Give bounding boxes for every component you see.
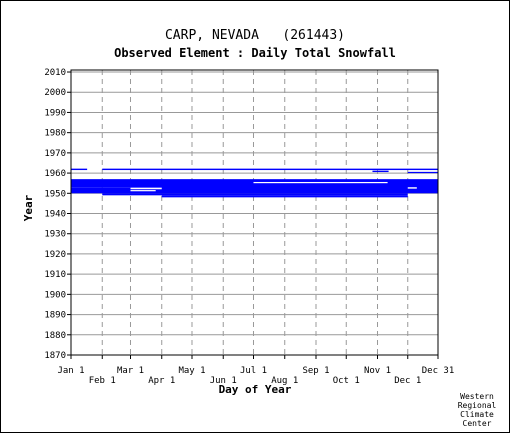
- x-axis-ticks: Jan 1 Mar 1 May 1 Jul 1 Sep 1 Nov 1 Dec 31 Feb …: [57, 355, 454, 386]
- x-tick-label: Dec 1: [394, 376, 421, 386]
- credit-line: Western: [460, 392, 494, 401]
- y-tick-label: 2010: [44, 68, 66, 78]
- x-tick-label: May 1: [178, 366, 205, 376]
- x-tick-label: Jul 1: [240, 366, 267, 376]
- x-tick-label: Jun 1: [210, 376, 237, 386]
- y-tick-label: 1930: [44, 230, 66, 240]
- y-tick-label: 1920: [44, 250, 66, 260]
- x-tick-label: Apr 1: [148, 376, 175, 386]
- x-tick-label: Dec 31: [422, 366, 455, 376]
- x-tick-label: Aug 1: [271, 376, 298, 386]
- snowfall-bar: [407, 185, 438, 188]
- missing-gap-bar: [407, 187, 417, 189]
- y-tick-label: 1940: [44, 210, 66, 220]
- snowfall-bar: [102, 168, 438, 171]
- x-tick-label: Oct 1: [333, 376, 360, 386]
- snowfall-bar: [102, 193, 408, 196]
- grid: [71, 70, 438, 356]
- y-tick-label: 1950: [44, 189, 66, 199]
- y-tick-label: 1900: [44, 290, 66, 300]
- snowfall-bar: [71, 190, 77, 193]
- y-tick-label: 1910: [44, 270, 66, 280]
- missing-gap-bar: [130, 190, 156, 192]
- y-tick-label: 2000: [44, 88, 66, 98]
- y-tick-label: 1880: [44, 331, 66, 341]
- y-tick-label: 1870: [44, 351, 66, 361]
- y-tick-label: 1990: [44, 108, 66, 118]
- x-tick-label: Jan 1: [57, 366, 84, 376]
- snowfall-bar: [71, 179, 131, 188]
- y-tick-label: 1960: [44, 169, 66, 179]
- y-tick-label: 1980: [44, 129, 66, 139]
- credit-line: Climate: [460, 410, 494, 419]
- y-tick-label: 1970: [44, 149, 66, 159]
- x-axis-label: Day of Year: [219, 383, 292, 396]
- credit-line: Center: [463, 419, 492, 428]
- snowfall-bar: [71, 187, 438, 194]
- x-tick-label: Sep 1: [302, 366, 329, 376]
- missing-gap-bar: [130, 187, 162, 190]
- y-tick-label: 1890: [44, 311, 66, 321]
- x-tick-label: Feb 1: [89, 376, 116, 386]
- x-tick-label: Mar 1: [117, 366, 144, 376]
- plot-area: [70, 69, 439, 356]
- chart-subtitle: Observed Element : Daily Total Snowfall: [114, 46, 396, 60]
- y-axis-ticks: 1870 1880 1890 1900 1910 1920 1930 1940 1950 1960…: [44, 68, 71, 361]
- chart-title: CARP, NEVADA (261443): [165, 28, 345, 43]
- data-bars: [71, 168, 438, 198]
- snowfall-bar: [71, 168, 88, 171]
- x-tick-label: Nov 1: [364, 366, 391, 376]
- missing-gap-bar: [253, 181, 388, 184]
- snowfall-bar: [130, 179, 438, 190]
- snowfall-bar: [161, 195, 408, 198]
- snowfall-bar: [407, 171, 438, 174]
- snowfall-bar: [372, 170, 389, 173]
- credit-line: Regional: [458, 401, 497, 410]
- y-axis-label: Year: [22, 194, 35, 221]
